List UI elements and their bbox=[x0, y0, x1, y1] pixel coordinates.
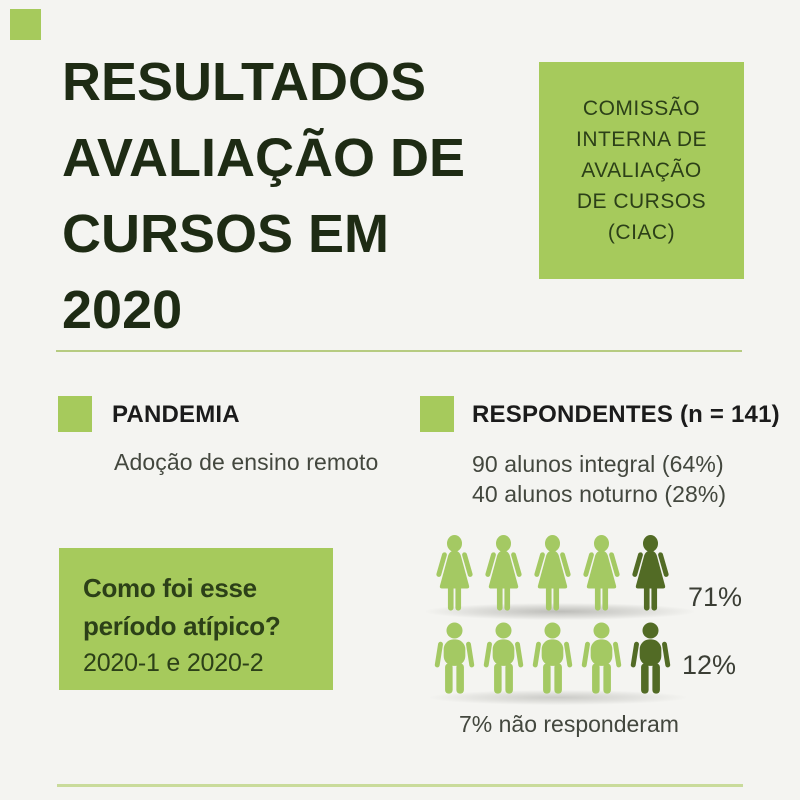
title-line-4: 2020 bbox=[62, 280, 183, 340]
page-title: RESULTADOS AVALIAÇÃO DE CURSOS EM 2020 bbox=[62, 44, 562, 348]
bottom-divider bbox=[57, 784, 743, 787]
person-female-icon bbox=[632, 535, 669, 611]
ciac-badge-line-4: DE CURSOS bbox=[576, 190, 707, 213]
person-male-icon bbox=[434, 622, 475, 694]
person-male-icon bbox=[532, 622, 573, 694]
person-female-icon bbox=[534, 535, 571, 611]
person-female-icon bbox=[583, 535, 620, 611]
person-male-icon bbox=[630, 622, 671, 694]
question-box-line-3: 2020-1 e 2020-2 bbox=[83, 649, 264, 677]
person-male-icon bbox=[581, 622, 622, 694]
pictograph-label-noturno: 12% bbox=[682, 650, 737, 680]
title-divider bbox=[56, 350, 742, 352]
ciac-badge-line-1: COMISSÃO bbox=[582, 97, 701, 120]
pandemia-body-text: Adoção de ensino remoto bbox=[114, 449, 379, 475]
pandemia-heading: PANDEMIA bbox=[112, 401, 240, 428]
ciac-badge: COMISSÃO INTERNA DE AVALIAÇÃO DE CURSOS … bbox=[539, 62, 744, 279]
ciac-badge-line-5: (CIAC) bbox=[607, 221, 676, 244]
pictograph-row-shadow bbox=[430, 690, 686, 705]
respondentes-line-noturno: 40 alunos noturno (28%) bbox=[472, 481, 727, 507]
person-female-icon bbox=[436, 535, 473, 611]
respondentes-heading: RESPONDENTES (n = 141) bbox=[472, 401, 780, 428]
pictograph-row-integral bbox=[430, 535, 675, 613]
pandemia-bullet-square bbox=[58, 396, 92, 432]
title-line-1: RESULTADOS bbox=[62, 52, 426, 112]
pictograph-footnote: 7% não responderam bbox=[459, 711, 679, 737]
title-line-2: AVALIAÇÃO DE bbox=[62, 128, 465, 188]
pictograph-label-integral: 71% bbox=[688, 582, 743, 612]
question-box: Como foi esse período atípico? 2020-1 e … bbox=[59, 548, 333, 690]
question-box-line-2: período atípico? bbox=[83, 611, 281, 641]
pictograph-row-shadow bbox=[426, 603, 694, 620]
person-female-icon bbox=[485, 535, 522, 611]
ciac-badge-line-3: AVALIAÇÃO bbox=[581, 159, 702, 182]
question-box-line-1: Como foi esse bbox=[83, 573, 257, 603]
respondentes-line-integral: 90 alunos integral (64%) bbox=[472, 451, 724, 477]
ciac-badge-line-2: INTERNA DE bbox=[575, 128, 708, 151]
person-male-icon bbox=[483, 622, 524, 694]
pictograph-row-noturno bbox=[430, 622, 675, 696]
title-line-3: CURSOS EM bbox=[62, 204, 390, 264]
respondentes-bullet-square bbox=[420, 396, 454, 432]
corner-accent-square bbox=[10, 9, 41, 40]
